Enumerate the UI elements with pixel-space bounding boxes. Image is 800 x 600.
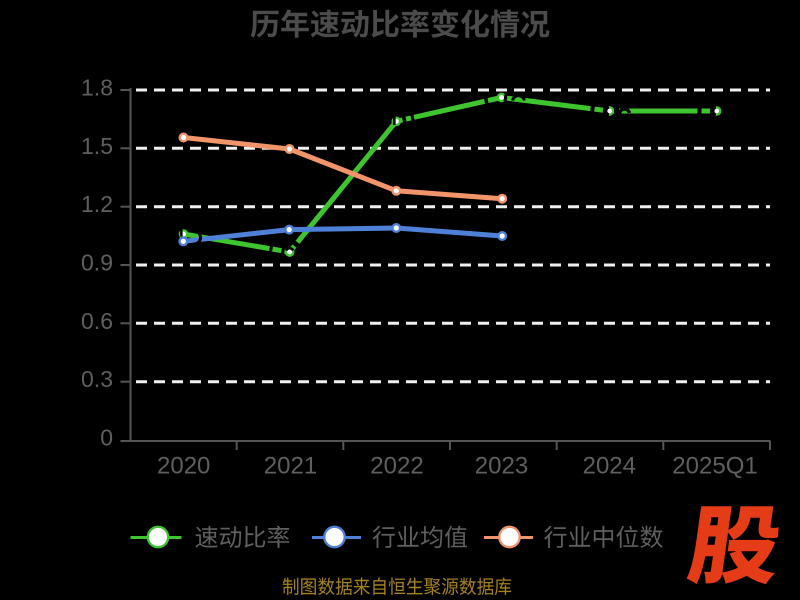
svg-text:1.5: 1.5	[81, 133, 113, 159]
svg-text:0.9: 0.9	[81, 250, 113, 276]
svg-text:2025Q1: 2025Q1	[672, 453, 757, 480]
svg-text:2022: 2022	[370, 453, 423, 480]
svg-text:1.8: 1.8	[81, 75, 113, 101]
svg-text:0.3: 0.3	[81, 366, 113, 392]
svg-text:0: 0	[100, 425, 113, 451]
svg-text:2021: 2021	[264, 453, 317, 480]
svg-text:2024: 2024	[583, 453, 636, 480]
svg-text:2020: 2020	[157, 453, 210, 480]
svg-text:0.6: 0.6	[81, 308, 113, 334]
svg-text:1.2: 1.2	[81, 191, 113, 217]
svg-text:2023: 2023	[475, 453, 528, 480]
